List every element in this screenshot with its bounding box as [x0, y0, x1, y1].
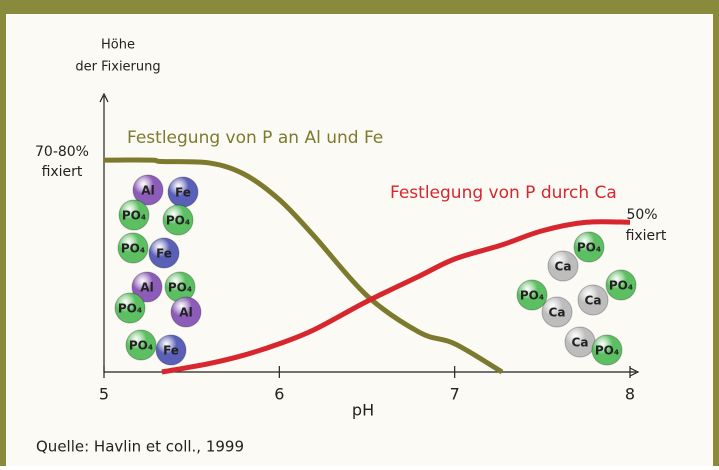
molecule-label: Al: [179, 306, 192, 320]
x-tick-label: 7: [450, 385, 460, 404]
molecule: [148, 237, 180, 269]
y-axis-label: der Fixierung: [75, 60, 160, 75]
x-tick-label: 8: [625, 385, 635, 404]
annotation: fixiert: [42, 164, 83, 180]
molecule-label: PO₄: [609, 279, 633, 293]
molecule: [591, 334, 623, 366]
x-axis-label: pH: [352, 401, 374, 420]
molecule: [162, 204, 194, 236]
molecule-label: PO₄: [595, 344, 619, 358]
series-line: [161, 219, 631, 375]
molecule-label: PO₄: [166, 214, 190, 228]
molecule-label: Fe: [163, 344, 179, 358]
molecule-label: Al: [141, 184, 154, 198]
molecule: [114, 292, 146, 324]
annotation: 70-80%: [35, 144, 89, 160]
molecule-label: Fe: [156, 247, 172, 261]
molecule-label: Ca: [555, 260, 572, 274]
annotation: fixiert: [626, 228, 667, 244]
molecule: [125, 329, 157, 361]
y-arrow: [99, 92, 109, 103]
panel: [6, 14, 713, 466]
y-axis-label: Höhe: [101, 38, 135, 53]
series-label: Festlegung von P durch Ca: [390, 183, 617, 203]
molecule: [577, 284, 609, 316]
annotation: 50%: [626, 207, 657, 223]
molecule-label: Fe: [175, 186, 191, 200]
molecule: [541, 296, 573, 328]
molecule-label: PO₄: [577, 241, 601, 255]
molecule: [118, 199, 150, 231]
x-tick-label: 6: [274, 385, 284, 404]
molecule-label: PO₄: [520, 289, 544, 303]
molecule: [516, 279, 548, 311]
molecule: [131, 271, 163, 303]
series-line: [103, 157, 504, 375]
molecule-label: Ca: [585, 294, 602, 308]
molecule-label: PO₄: [121, 242, 145, 256]
molecule-label: PO₄: [118, 302, 142, 316]
molecule-label: Ca: [549, 306, 566, 320]
molecule: [573, 231, 605, 263]
molecule-label: Ca: [572, 336, 589, 350]
molecule-label: Al: [140, 281, 153, 295]
molecule: [155, 334, 187, 366]
molecule: [547, 250, 579, 282]
x-tick-label: 5: [99, 385, 109, 404]
molecule: [132, 174, 164, 206]
x-arrow: [629, 367, 640, 377]
molecule-label: PO₄: [168, 281, 192, 295]
series-label: Festlegung von P an Al und Fe: [127, 128, 383, 148]
molecule: [170, 296, 202, 328]
molecule: [117, 232, 149, 264]
molecule-label: PO₄: [122, 209, 146, 223]
molecule-label: PO₄: [129, 339, 153, 353]
source: Quelle: Havlin et coll., 1999: [36, 438, 244, 456]
molecule: [605, 269, 637, 301]
